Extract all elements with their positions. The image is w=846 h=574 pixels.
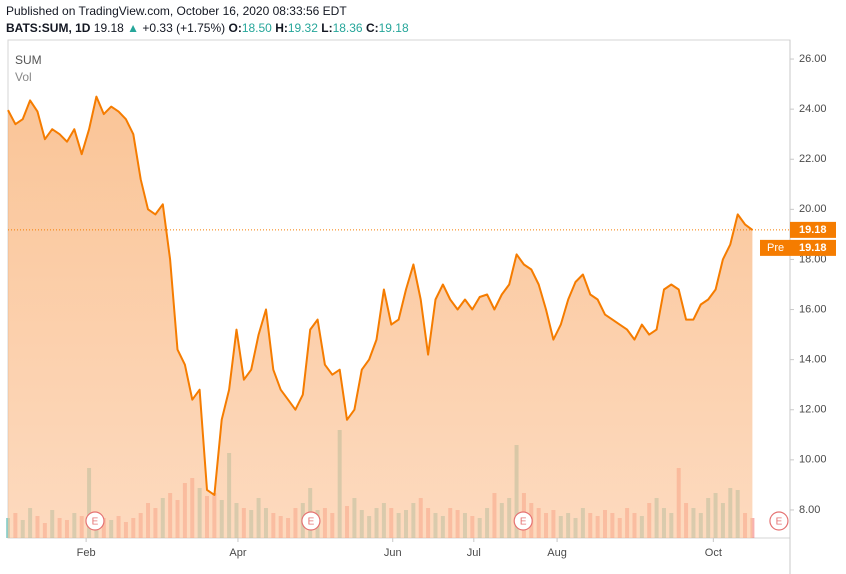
y-tick-label: 16.00 [799, 303, 827, 315]
event-marker [301, 511, 321, 531]
x-tick-label: Oct [705, 547, 722, 559]
open-label: O: [228, 21, 242, 35]
volume-bar [750, 518, 755, 538]
low: 18.36 [332, 21, 363, 35]
pre-box [760, 239, 836, 256]
event-marker [85, 511, 105, 531]
high: 19.32 [287, 21, 318, 35]
price-line [7, 95, 753, 496]
y-tick-label: 24.00 [799, 103, 827, 115]
y-tick-label: 14.00 [799, 354, 827, 366]
symbol: BATS:SUM, 1D [6, 21, 91, 35]
price: 19.18 [93, 21, 124, 35]
high-label: H: [275, 21, 288, 35]
y-tick-label: 10.00 [799, 454, 827, 466]
x-tick-label: Jun [384, 547, 402, 559]
event-marker [513, 511, 533, 531]
x-tick-label: Feb [77, 547, 96, 559]
close-label: C: [365, 21, 379, 35]
y-tick-label: 12.00 [799, 404, 827, 416]
x-tick-label: Aug [547, 547, 567, 559]
event-marker [769, 511, 789, 531]
pre-label: Pre [767, 242, 784, 254]
ohlc-line: BATS:SUM, 1D 19.18 ▲ +0.33 (+1.75%) O:18… [6, 20, 409, 37]
low-label: L: [321, 21, 333, 35]
y-tick-label: 20.00 [799, 203, 827, 215]
event-label: E [308, 517, 315, 528]
y-tick-label: 22.00 [799, 153, 827, 165]
event-label: E [92, 517, 99, 528]
x-tick-label: Apr [229, 547, 246, 559]
legend-symbol: SUM [15, 53, 42, 67]
change: +0.33 (+1.75%) [142, 21, 226, 35]
event-label: E [776, 517, 783, 528]
arrow: ▲ [127, 21, 140, 35]
last-price-label: 19.18 [799, 224, 827, 236]
close: 19.18 [378, 21, 409, 35]
legend-volume: Vol [15, 70, 32, 84]
header: Published on TradingView.com, October 16… [6, 3, 409, 37]
open: 18.50 [241, 21, 272, 35]
published: Published on TradingView.com, October 16… [6, 4, 347, 18]
y-tick-label: 8.00 [799, 504, 820, 516]
x-tick-label: Jul [467, 547, 481, 559]
y-tick-label: 18.00 [799, 253, 827, 265]
event-label: E [520, 517, 527, 528]
pre-price: 19.18 [799, 242, 827, 254]
last-price-box [790, 221, 836, 238]
y-tick-label: 26.00 [799, 53, 827, 65]
